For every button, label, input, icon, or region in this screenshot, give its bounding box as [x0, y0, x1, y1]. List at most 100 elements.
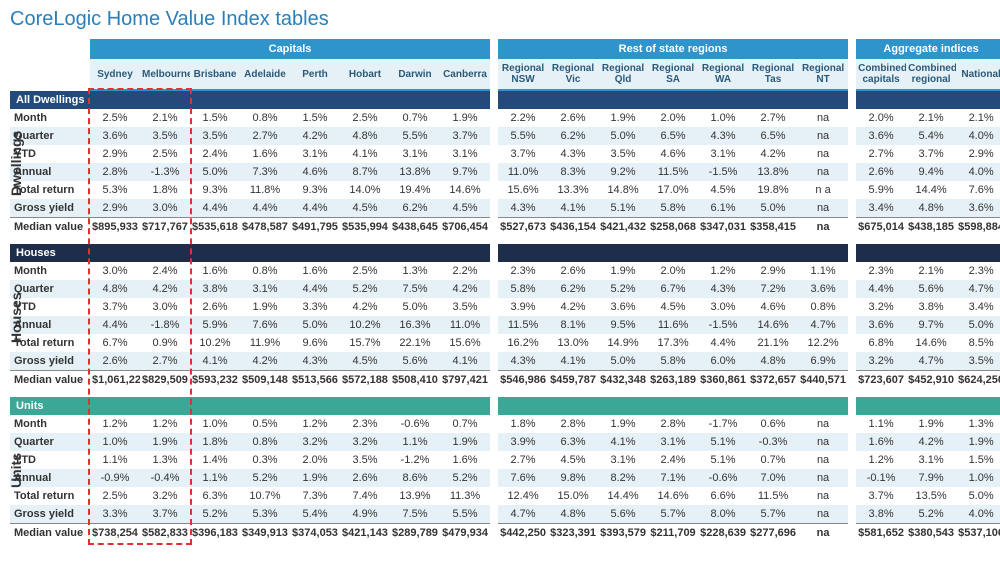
cell: 12.2%	[798, 334, 848, 352]
cell: 6.5%	[648, 127, 698, 145]
cell: 6.2%	[390, 199, 440, 218]
cell: 1.1%	[856, 415, 906, 433]
cell: 1.6%	[440, 451, 490, 469]
cell: 2.9%	[90, 199, 140, 218]
cell: 4.0%	[956, 505, 1000, 524]
cell: $895,933	[90, 218, 140, 237]
cell: 0.8%	[240, 109, 290, 127]
cell: 5.1%	[698, 433, 748, 451]
cell: 7.9%	[906, 469, 956, 487]
cell: $1,061,229	[90, 371, 140, 390]
cell: 3.7%	[498, 145, 548, 163]
cell: 2.5%	[140, 145, 190, 163]
hvi-table: CapitalsRest of state regionsAggregate i…	[10, 39, 1000, 542]
cell: 3.1%	[906, 451, 956, 469]
cell: 8.2%	[598, 469, 648, 487]
cell: $581,652	[856, 524, 906, 543]
cell: 2.1%	[140, 109, 190, 127]
cell: 3.7%	[856, 487, 906, 505]
cell: 3.3%	[90, 505, 140, 524]
cell: $509,148	[240, 371, 290, 390]
cell: 11.0%	[498, 163, 548, 181]
col-head-cell: RegionalVic	[548, 59, 598, 90]
cell: 2.7%	[856, 145, 906, 163]
cell: -0.3%	[748, 433, 798, 451]
cell: 8.5%	[956, 334, 1000, 352]
cell: 2.8%	[548, 415, 598, 433]
cell: 4.8%	[340, 127, 390, 145]
cell: 4.3%	[290, 352, 340, 371]
row-label: Gross yield	[10, 505, 90, 524]
cell: 7.6%	[498, 469, 548, 487]
cell: $797,421	[440, 371, 490, 390]
cell: -0.6%	[390, 415, 440, 433]
cell: 3.1%	[598, 451, 648, 469]
cell: 3.2%	[856, 352, 906, 371]
cell: 7.5%	[390, 280, 440, 298]
cell: 5.2%	[190, 505, 240, 524]
cell: $438,645	[390, 218, 440, 237]
cell: 4.6%	[648, 145, 698, 163]
cell: 8.1%	[548, 316, 598, 334]
col-head-cell: RegionalTas	[748, 59, 798, 90]
cell: 3.8%	[190, 280, 240, 298]
cell: 11.0%	[440, 316, 490, 334]
row-label: Total return	[10, 487, 90, 505]
cell: 3.2%	[340, 433, 390, 451]
cell: 2.6%	[548, 109, 598, 127]
cell: 4.4%	[290, 280, 340, 298]
cell: 5.0%	[290, 316, 340, 334]
cell: 7.6%	[956, 181, 1000, 199]
cell: 5.4%	[906, 127, 956, 145]
cell: 1.5%	[956, 451, 1000, 469]
cell: $438,185	[906, 218, 956, 237]
cell: 3.0%	[698, 298, 748, 316]
cell: 4.3%	[498, 199, 548, 218]
median-row: Median value$895,933$717,767$535,618$478…	[10, 218, 1000, 237]
table-row: Quarter1.0%1.9%1.8%0.8%3.2%3.2%1.1%1.9%3…	[10, 433, 1000, 451]
cell: $323,391	[548, 524, 598, 543]
cell: 4.7%	[498, 505, 548, 524]
cell: 3.2%	[290, 433, 340, 451]
cell: 8.0%	[698, 505, 748, 524]
cell: 5.4%	[290, 505, 340, 524]
cell: 3.0%	[90, 262, 140, 280]
cell: 3.5%	[440, 298, 490, 316]
col-head-cell: National	[956, 59, 1000, 90]
cell: 1.1%	[190, 469, 240, 487]
cell: 3.7%	[440, 127, 490, 145]
cell: 3.2%	[140, 487, 190, 505]
col-head-cell: Brisbane	[190, 59, 240, 90]
cell: 4.2%	[340, 298, 390, 316]
cell: 4.0%	[956, 163, 1000, 181]
cell: 4.4%	[290, 199, 340, 218]
cell: 4.8%	[906, 199, 956, 218]
cell: 1.9%	[140, 433, 190, 451]
row-label: Gross yield	[10, 199, 90, 218]
cell: 6.3%	[190, 487, 240, 505]
cell: 0.6%	[748, 415, 798, 433]
cell: 4.1%	[440, 352, 490, 371]
cell: na	[798, 433, 848, 451]
col-head-cell: Combinedregional	[906, 59, 956, 90]
cell: $717,767	[140, 218, 190, 237]
cell: $393,579	[598, 524, 648, 543]
col-head-cell: RegionalWA	[698, 59, 748, 90]
row-label: Median value	[10, 218, 90, 237]
cell: 2.3%	[340, 415, 390, 433]
cell: $440,571	[798, 371, 848, 390]
section-heading: Houses	[10, 244, 1000, 262]
cell: na	[798, 505, 848, 524]
col-head-cell: Melbourne	[140, 59, 190, 90]
cell: $723,607	[856, 371, 906, 390]
cell: 1.0%	[190, 415, 240, 433]
cell: $211,709	[648, 524, 698, 543]
cell: 4.8%	[548, 505, 598, 524]
cell: $624,250	[956, 371, 1000, 390]
cell: na	[798, 199, 848, 218]
cell: 3.9%	[498, 298, 548, 316]
cell: 3.7%	[906, 145, 956, 163]
cell: 4.2%	[748, 145, 798, 163]
cell: $582,833	[140, 524, 190, 543]
cell: 2.5%	[90, 109, 140, 127]
